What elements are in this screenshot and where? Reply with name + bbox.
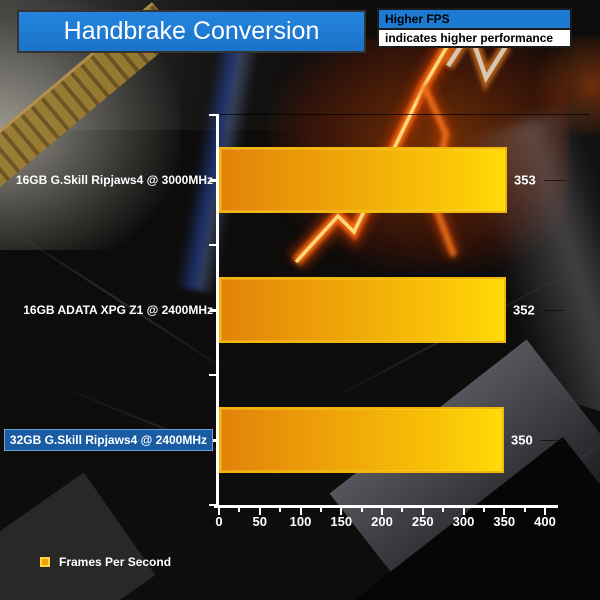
x-axis-tick-label: 0 (215, 514, 223, 529)
x-axis-tick (462, 506, 465, 515)
y-axis-category-tick (210, 309, 217, 312)
x-axis-line (214, 505, 558, 508)
value-label: 350 (511, 432, 533, 448)
x-axis-minor-tick (360, 506, 363, 512)
y-axis-category-tick (210, 179, 217, 182)
x-axis-minor-tick (442, 506, 445, 512)
bar (219, 407, 504, 473)
value-leader-line (543, 310, 565, 311)
x-axis-tick-label: 200 (371, 514, 393, 529)
y-axis-boundary-tick (209, 244, 217, 246)
x-axis-tick (340, 506, 343, 515)
x-axis-tick (421, 506, 424, 515)
legend-label: Frames Per Second (59, 555, 172, 569)
bar-row: 16GB ADATA XPG Z1 @ 2400MHz 352 (0, 245, 600, 375)
value-label: 352 (513, 302, 535, 318)
x-axis-tick (503, 506, 506, 515)
plot-top-border (219, 114, 590, 115)
legend-color-swatch-icon (40, 557, 50, 567)
legend: Frames Per Second (40, 555, 171, 569)
bar-row: 16GB G.Skill Ripjaws4 @ 3000MHz 353 (0, 115, 600, 245)
x-axis-tick (381, 506, 383, 515)
category-label: 16GB G.Skill Ripjaws4 @ 3000MHz (15, 173, 213, 187)
x-axis-minor-tick (319, 506, 322, 512)
x-axis-minor-tick (279, 506, 282, 512)
bar (219, 147, 507, 213)
callout-subtitle: indicates higher performance (377, 30, 572, 48)
x-axis-minor-tick (482, 506, 485, 512)
x-axis-minor-tick (401, 506, 404, 512)
background-topright-glow (520, 38, 600, 133)
callout-higher-fps: Higher FPS (377, 8, 572, 30)
x-axis-tick (544, 506, 546, 515)
value-label: 353 (514, 172, 536, 188)
x-axis-minor-tick (523, 506, 526, 512)
x-axis-tick-label: 350 (493, 514, 516, 529)
x-axis-tick-label: 250 (411, 514, 434, 529)
x-axis-tick (218, 506, 220, 515)
y-axis-boundary-tick (209, 374, 217, 376)
value-leader-line (541, 440, 563, 441)
y-axis-boundary-tick (209, 114, 217, 116)
x-axis-tick-label: 50 (252, 514, 267, 529)
chart-title: Handbrake Conversion (17, 10, 366, 53)
category-label-highlighted: 32GB G.Skill Ripjaws4 @ 2400MHz (0, 429, 213, 451)
y-axis-boundary-tick (209, 504, 217, 506)
x-axis-tick (258, 506, 261, 515)
performance-callout: Higher FPS indicates higher performance (377, 8, 572, 48)
value-leader-line (544, 180, 566, 181)
x-axis-minor-tick (238, 506, 241, 512)
category-label: 16GB ADATA XPG Z1 @ 2400MHz (23, 303, 213, 317)
y-axis-line (216, 114, 219, 508)
x-axis-tick-label: 400 (534, 514, 556, 529)
y-axis-category-tick (210, 439, 217, 442)
x-axis-tick-label: 100 (289, 514, 312, 529)
bar (219, 277, 506, 343)
x-axis-tick-label: 300 (452, 514, 475, 529)
x-axis-tick-label: 150 (330, 514, 353, 529)
x-axis-tick (299, 506, 302, 515)
bar-row: 32GB G.Skill Ripjaws4 @ 2400MHz 350 (0, 375, 600, 505)
